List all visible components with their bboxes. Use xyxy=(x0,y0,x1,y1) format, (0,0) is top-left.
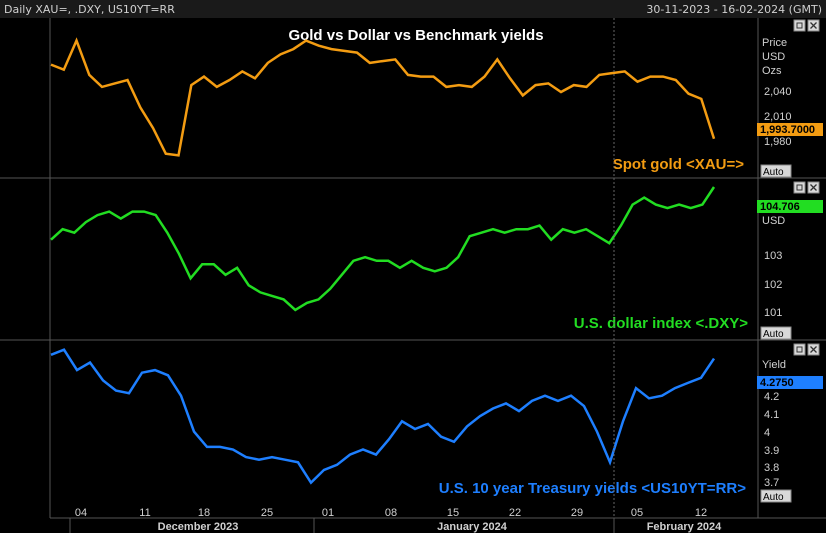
x-tick-label: 25 xyxy=(261,507,273,519)
dollar-last-value: 104.706 xyxy=(760,201,800,213)
gold-auto-button[interactable] xyxy=(760,164,792,178)
x-tick-label: 01 xyxy=(322,507,334,519)
gold-last-value: 1,993.7000 xyxy=(760,124,815,136)
dollar-tick-102: 102 xyxy=(764,279,782,291)
x-tick-label: 29 xyxy=(571,507,583,519)
yield-auto-label: Auto xyxy=(763,492,784,503)
dollar-auto-button[interactable] xyxy=(760,326,792,340)
yield-tick-4: 4 xyxy=(764,427,770,439)
dollar-last-value-badge xyxy=(757,200,823,213)
yield-series-line xyxy=(50,348,716,485)
x-tick-label: 05 xyxy=(631,507,643,519)
panel-dollar: 104.706 USD 103 102 101 U.S. dollar inde… xyxy=(50,186,823,340)
x-tick-label: 15 xyxy=(447,507,459,519)
yield-tick-3.7: 3.7 xyxy=(764,477,779,489)
panel-gold: Price USD Ozs 2,040 2,010 1,980 1,993.70… xyxy=(50,37,823,178)
dollar-tick-101: 101 xyxy=(764,307,782,319)
header-bar xyxy=(0,0,826,18)
gold-unit-ozs: Ozs xyxy=(762,65,782,77)
dollar-auto-label: Auto xyxy=(763,329,784,340)
month-label-january: January 2024 xyxy=(437,521,508,533)
header-left: Daily XAU=, .DXY, US10YT=RR xyxy=(4,3,175,16)
yield-last-value-badge xyxy=(757,376,823,389)
gold-restore-icon[interactable] xyxy=(793,19,806,32)
panel-controls xyxy=(793,19,820,356)
dollar-restore-glyph-icon xyxy=(796,184,803,191)
month-label-february: February 2024 xyxy=(647,521,722,533)
yield-restore-icon[interactable] xyxy=(793,343,806,356)
gold-close-glyph-icon xyxy=(810,22,817,29)
gold-last-value-badge xyxy=(757,123,823,136)
dollar-series-line xyxy=(50,186,716,312)
dollar-restore-icon[interactable] xyxy=(793,181,806,194)
yield-unit: Yield xyxy=(762,359,786,371)
dollar-series-label: U.S. dollar index <.DXY> xyxy=(574,315,748,332)
gold-restore-glyph-icon xyxy=(796,22,803,29)
header-right: 30-11-2023 - 16-02-2024 (GMT) xyxy=(646,3,822,16)
x-tick-label: 18 xyxy=(198,507,210,519)
gold-auto-label: Auto xyxy=(763,167,784,178)
x-tick-label: 08 xyxy=(385,507,397,519)
gold-unit-price: Price xyxy=(762,37,787,49)
month-label-december: December 2023 xyxy=(158,521,239,533)
x-tick-label: 04 xyxy=(75,507,87,519)
yield-tick-4.2: 4.2 xyxy=(764,391,779,403)
x-axis: 04 11 18 25 01 08 15 22 29 05 12 Decembe… xyxy=(69,18,722,533)
yield-series-label: U.S. 10 year Treasury yields <US10YT=RR> xyxy=(439,480,746,497)
yield-close-glyph-icon xyxy=(810,346,817,353)
gold-unit-usd: USD xyxy=(762,51,785,63)
yield-tick-4.1: 4.1 xyxy=(764,409,779,421)
yield-tick-3.8: 3.8 xyxy=(764,462,779,474)
dollar-tick-103: 103 xyxy=(764,250,782,262)
yield-tick-3.9: 3.9 xyxy=(764,445,779,457)
gold-series-line xyxy=(50,37,716,157)
gold-tick-1980: 1,980 xyxy=(764,136,792,148)
dollar-unit: USD xyxy=(762,215,785,227)
gold-series-label: Spot gold <XAU=> xyxy=(613,156,745,173)
x-tick-label: 12 xyxy=(695,507,707,519)
dollar-close-glyph-icon xyxy=(810,184,817,191)
yield-last-value: 4.2750 xyxy=(760,377,794,389)
yield-restore-glyph-icon xyxy=(796,346,803,353)
yield-auto-button[interactable] xyxy=(760,489,792,503)
chart-title: Gold vs Dollar vs Benchmark yields xyxy=(288,27,543,44)
panel-yield: Yield 4.2750 4.2 4.1 4 3.9 3.8 3.7 U.S. … xyxy=(50,348,823,503)
x-tick-label: 11 xyxy=(139,507,150,519)
gold-tick-2010: 2,010 xyxy=(764,111,792,123)
gold-tick-2040: 2,040 xyxy=(764,86,792,98)
x-tick-label: 22 xyxy=(509,507,521,519)
